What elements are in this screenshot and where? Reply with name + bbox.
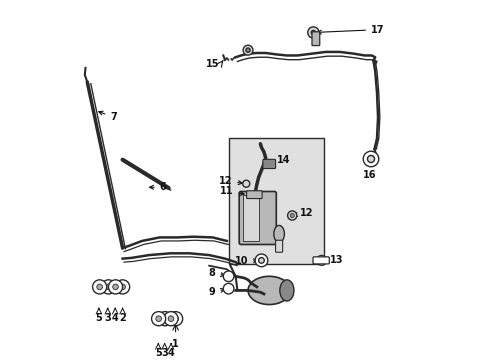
Text: 10: 10 [234, 256, 257, 266]
Circle shape [101, 280, 115, 294]
Circle shape [258, 257, 264, 263]
Text: 9: 9 [208, 287, 224, 297]
Circle shape [158, 312, 172, 326]
Text: 15: 15 [206, 59, 219, 69]
Text: 8: 8 [208, 268, 224, 278]
Text: 5: 5 [95, 313, 102, 323]
FancyBboxPatch shape [242, 195, 258, 241]
Circle shape [97, 284, 102, 290]
Ellipse shape [279, 280, 293, 301]
Circle shape [311, 30, 315, 35]
Text: 12: 12 [218, 176, 242, 186]
Text: 6: 6 [149, 182, 166, 192]
Circle shape [363, 151, 378, 167]
Text: 17: 17 [317, 25, 384, 35]
Circle shape [108, 280, 122, 294]
Circle shape [120, 284, 125, 290]
Circle shape [223, 283, 233, 294]
FancyBboxPatch shape [312, 257, 328, 264]
Text: 4: 4 [167, 348, 174, 358]
Circle shape [168, 312, 183, 326]
Text: 5: 5 [155, 348, 162, 358]
Circle shape [156, 316, 161, 321]
Circle shape [163, 312, 178, 326]
Ellipse shape [273, 225, 284, 242]
Text: 1: 1 [172, 339, 179, 349]
Circle shape [245, 48, 250, 52]
Circle shape [151, 312, 165, 326]
FancyBboxPatch shape [263, 159, 275, 168]
Text: 2: 2 [119, 313, 126, 323]
Circle shape [287, 211, 296, 220]
Circle shape [162, 316, 167, 321]
FancyBboxPatch shape [311, 32, 319, 46]
Text: 13: 13 [324, 255, 343, 265]
Ellipse shape [247, 276, 290, 305]
Circle shape [307, 27, 318, 38]
Circle shape [242, 180, 249, 187]
Text: 4: 4 [112, 313, 118, 323]
Circle shape [255, 254, 267, 267]
Circle shape [316, 256, 326, 265]
Text: 3: 3 [161, 348, 168, 358]
Text: 16: 16 [363, 170, 376, 180]
Circle shape [92, 280, 106, 294]
Circle shape [243, 45, 252, 55]
Text: 7: 7 [99, 111, 117, 122]
FancyBboxPatch shape [239, 192, 276, 244]
Circle shape [223, 271, 233, 282]
Text: 12: 12 [293, 208, 313, 218]
FancyBboxPatch shape [228, 139, 324, 264]
Circle shape [105, 284, 111, 290]
Circle shape [289, 213, 294, 218]
Circle shape [168, 316, 173, 321]
Text: 14: 14 [270, 155, 290, 165]
FancyBboxPatch shape [246, 191, 262, 199]
Text: 11: 11 [220, 186, 244, 197]
Circle shape [172, 316, 178, 321]
FancyBboxPatch shape [275, 240, 282, 252]
Circle shape [115, 280, 129, 294]
Text: 3: 3 [104, 313, 111, 323]
Circle shape [112, 284, 118, 290]
Circle shape [366, 156, 374, 162]
